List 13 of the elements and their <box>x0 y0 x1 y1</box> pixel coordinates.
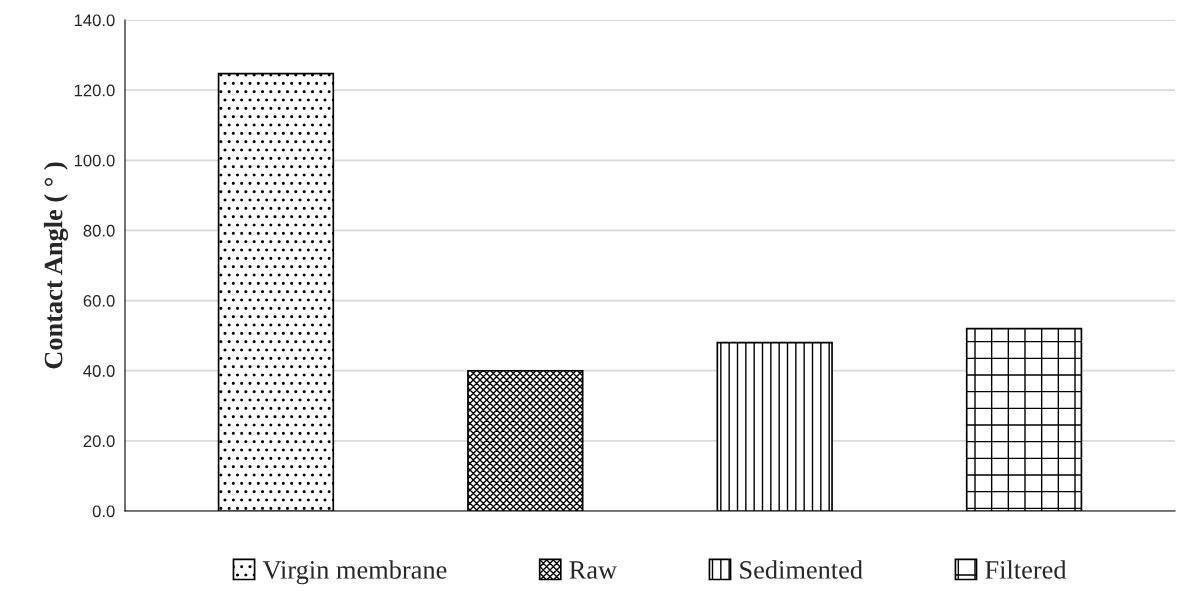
legend-label: Filtered <box>985 560 1067 579</box>
y-tick-label: 80.0 <box>83 224 115 237</box>
y-axis-title: Contact Angle ( ° ) <box>43 162 69 369</box>
legend-label: Virgin membrane <box>262 560 447 585</box>
y-tick-label: 100.0 <box>74 154 115 167</box>
legend-label: Sedimented <box>740 560 863 579</box>
y-tick-label: 60.0 <box>83 294 115 307</box>
legend-label: Raw <box>569 561 617 579</box>
y-tick-label: 120.0 <box>74 84 115 97</box>
y-tick-label: 0.0 <box>92 505 115 518</box>
y-tick-label: 140.0 <box>74 14 115 27</box>
y-tick-label: 20.0 <box>83 435 115 448</box>
y-tick-label: 40.0 <box>83 365 115 377</box>
